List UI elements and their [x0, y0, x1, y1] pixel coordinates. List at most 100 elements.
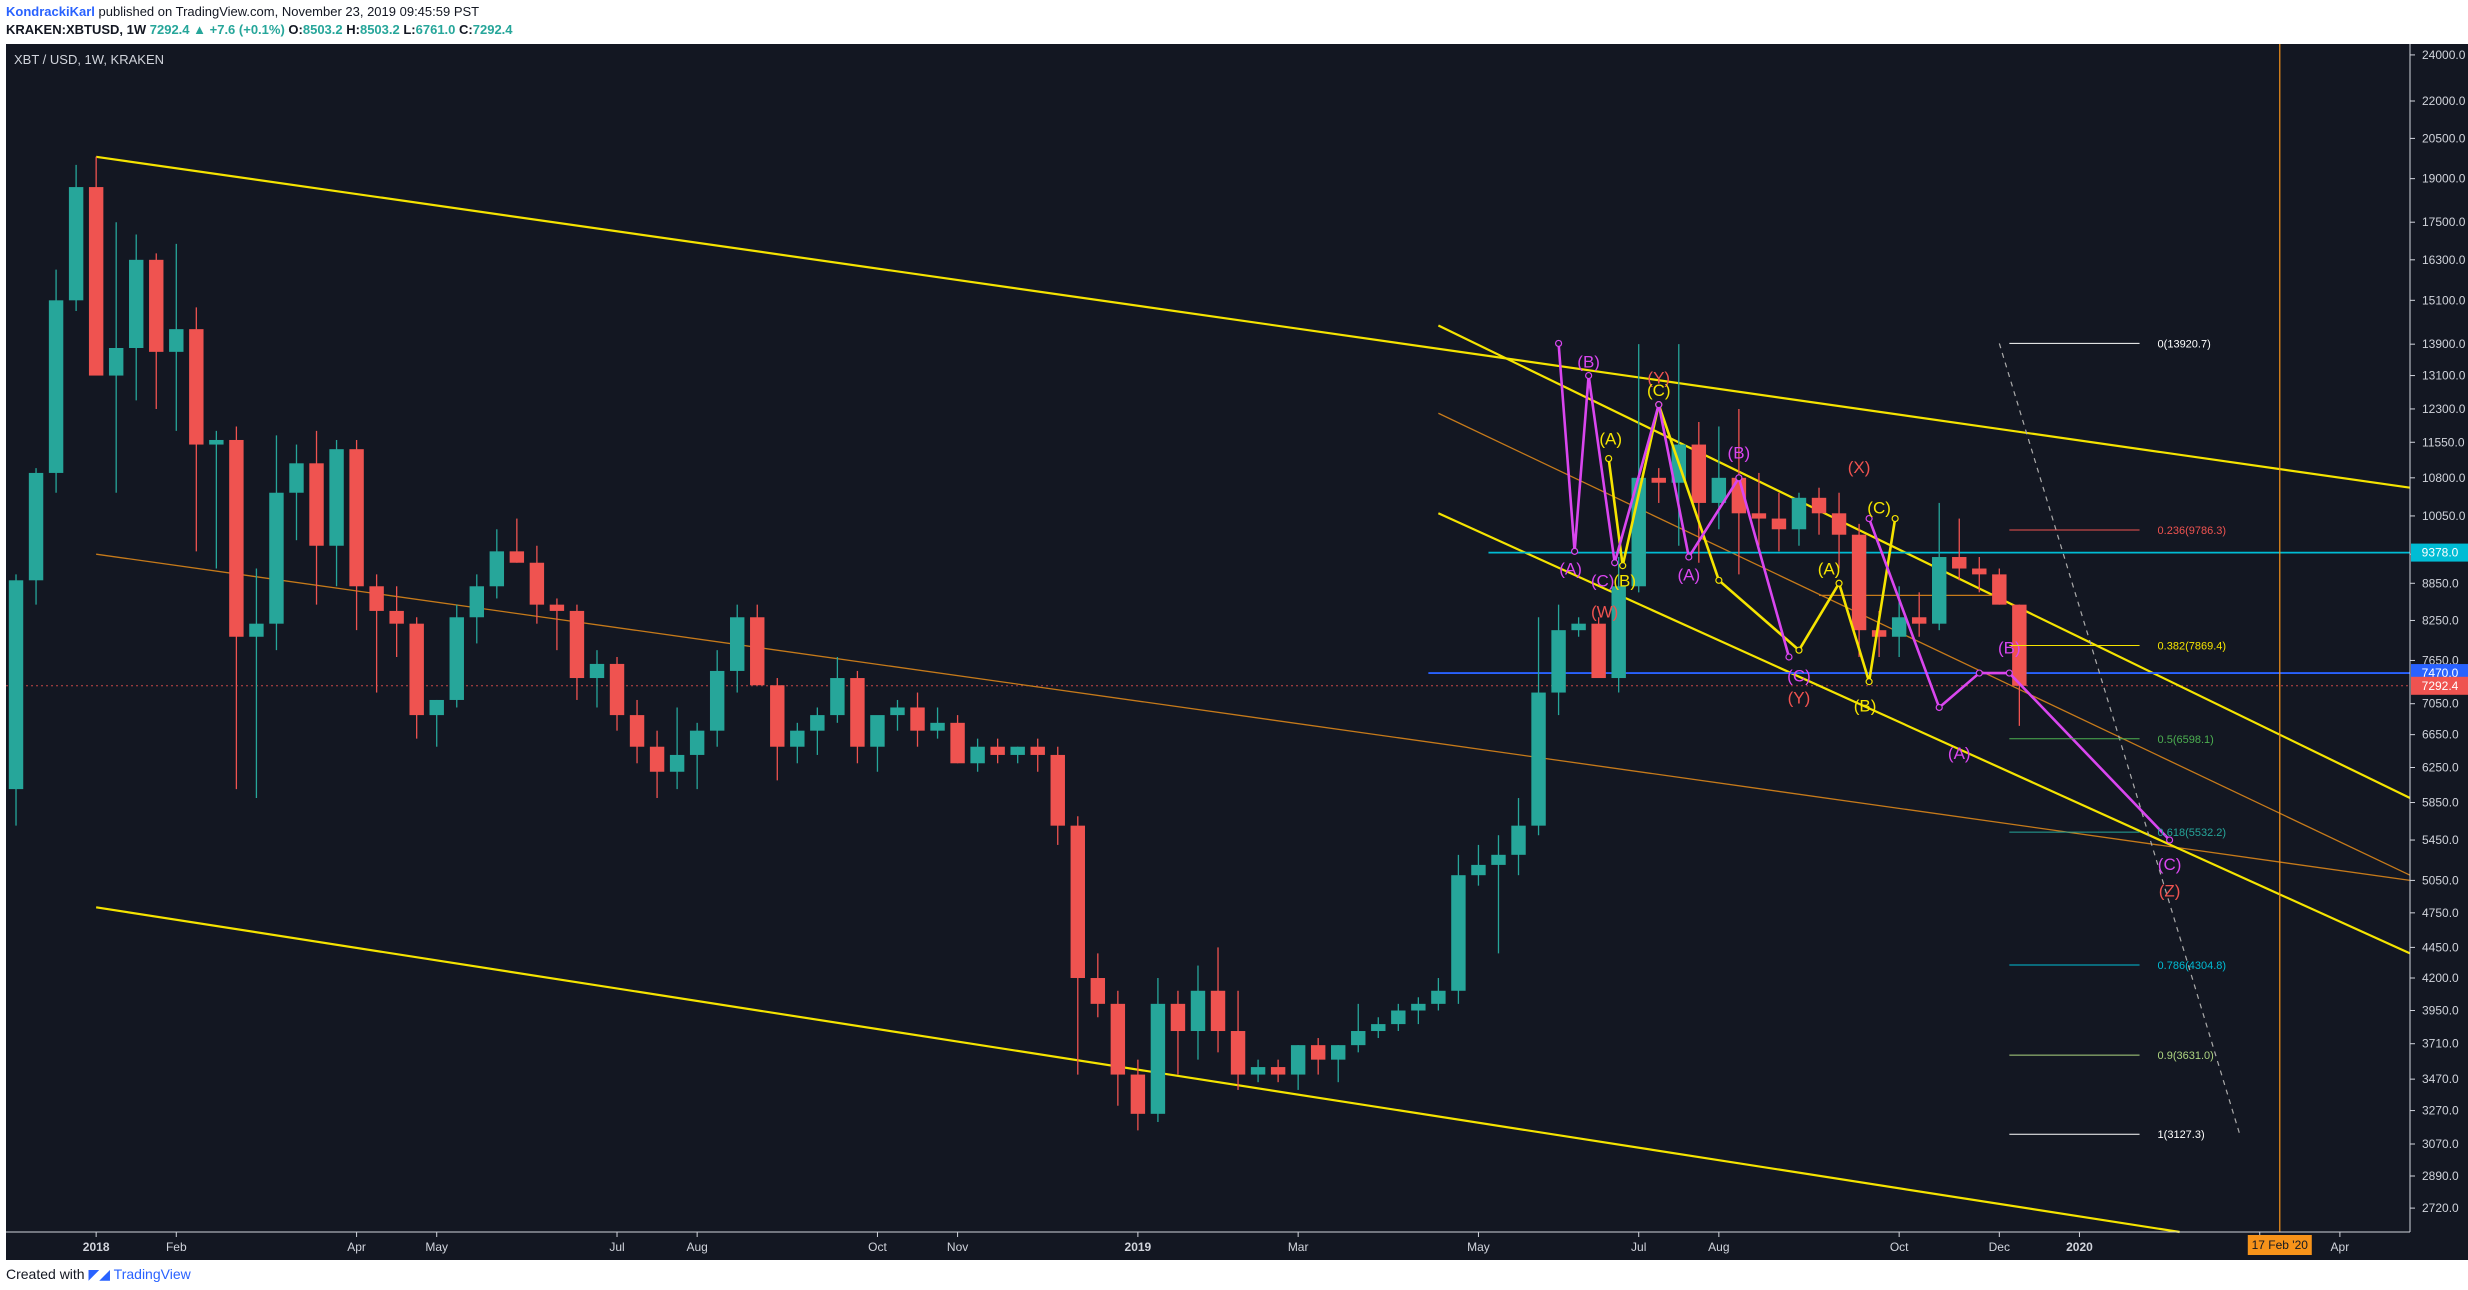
candle-body: [709, 670, 725, 731]
time-tick-label: Jul: [609, 1240, 624, 1254]
candle-body: [1411, 1003, 1426, 1011]
candle-body: [1090, 978, 1106, 1004]
wave-label: (C): [1867, 498, 1891, 517]
price-tick-label: 4450.0: [2422, 940, 2459, 954]
candle-body: [950, 722, 965, 764]
time-tick-label: 2018: [83, 1240, 110, 1254]
high-value: 8503.2: [359, 22, 400, 37]
candle-body: [1270, 1067, 1286, 1075]
price-tick-label: 5850.0: [2422, 796, 2459, 810]
candle-body: [1651, 477, 1666, 483]
candle-body: [1811, 497, 1827, 514]
wave-magenta-projection-point: [1865, 514, 1873, 523]
candle-body: [1190, 990, 1206, 1032]
price-tick-label: 8850.0: [2422, 576, 2459, 590]
price-tick-label: 5050.0: [2422, 873, 2459, 887]
date-marker-badge: [2247, 1235, 2312, 1255]
publish-info: KondrackiKarl published on TradingView.c…: [6, 4, 479, 19]
price-badge-label: 9378.0: [2422, 546, 2459, 560]
candle-body: [269, 492, 284, 624]
wave-magenta-point: [1655, 401, 1663, 409]
wave-magenta-projection-point: [1975, 669, 1983, 677]
candle-body: [790, 730, 805, 747]
last-price: 7292.4: [149, 22, 190, 37]
candle-body: [309, 463, 324, 546]
candle-body: [1551, 630, 1566, 693]
price-tick-label: 13900.0: [2422, 337, 2466, 351]
price-tick-label: 7050.0: [2422, 697, 2459, 711]
candle-body: [1150, 1003, 1166, 1114]
candle-body: [449, 617, 464, 700]
time-tick-label: Aug: [1708, 1240, 1729, 1254]
price-change: ▲ +7.6 (+0.1%): [193, 22, 285, 37]
price-tick-label: 3270.0: [2422, 1104, 2459, 1118]
wave-magenta-point: [1571, 547, 1579, 555]
price-tick-label: 19000.0: [2422, 172, 2466, 186]
candle-body: [1310, 1045, 1326, 1060]
low-label: L:: [403, 22, 416, 37]
candle-body: [349, 449, 364, 587]
tradingview-link[interactable]: TradingView: [113, 1266, 191, 1282]
open-value: 8503.2: [302, 22, 343, 37]
candle-body: [489, 551, 505, 587]
wave-label: (B): [1613, 571, 1636, 590]
candle-body: [229, 439, 244, 637]
outer-channel-top: [95, 155, 2411, 489]
ohlc-header: KRAKEN:XBTUSD, 1W 7292.4 ▲ +7.6 (+0.1%) …: [6, 22, 513, 37]
candle-body: [369, 586, 384, 611]
wave-magenta-point: [1554, 339, 1563, 348]
price-tick-label: 13100.0: [2422, 369, 2466, 383]
date-marker-label: 17 Feb '20: [2252, 1238, 2309, 1252]
candle-body: [289, 463, 304, 493]
wave-label: (C): [2158, 855, 2182, 874]
wave-label: (Y): [1788, 689, 1811, 708]
candle-body: [1130, 1074, 1146, 1114]
candle-body: [28, 472, 44, 581]
time-tick-label: 2019: [1125, 1240, 1152, 1254]
candle-body: [1831, 513, 1847, 535]
candle-body: [529, 562, 545, 605]
price-tick-label: 10050.0: [2422, 509, 2466, 523]
price-badge-label: 7292.4: [2422, 679, 2459, 693]
wave-label: (B): [1854, 696, 1877, 715]
wave-label: (A): [1559, 559, 1582, 578]
wave-yellow-point: [1619, 562, 1627, 570]
candle-body: [1691, 444, 1707, 503]
wave-label: (A): [1677, 565, 1700, 584]
candle-body: [189, 329, 204, 445]
footer: Created with ◤◢ TradingView: [6, 1266, 191, 1283]
candle-body: [669, 754, 685, 772]
price-tick-label: 4750.0: [2422, 906, 2459, 920]
time-tick-label: 2020: [2066, 1240, 2093, 1254]
candle-body: [1391, 1010, 1406, 1025]
symbol-label: KRAKEN:XBTUSD, 1W: [6, 22, 147, 37]
candle-body: [1952, 557, 1967, 569]
wave-label: (B): [1577, 353, 1600, 372]
price-tick-label: 2890.0: [2422, 1169, 2459, 1183]
open-label: O:: [288, 22, 303, 37]
wave-magenta-projection-point: [2005, 669, 2013, 677]
price-tick-label: 3470.0: [2422, 1072, 2459, 1086]
price-chart[interactable]: (B)(Y)(C)(A)(A)(C)(B)(W)(B)(A)(X)(C)(A)(…: [0, 42, 2468, 1260]
candle-body: [409, 623, 424, 716]
candle-body: [1891, 617, 1907, 637]
price-tick-label: 3710.0: [2422, 1037, 2459, 1051]
time-tick-label: Jul: [1631, 1240, 1646, 1254]
candle-body: [1571, 623, 1586, 631]
wave-label: (C): [1787, 667, 1811, 686]
candle-body: [549, 604, 565, 611]
wave-label: (W): [1591, 602, 1618, 621]
candle-body: [329, 449, 344, 546]
candle-body: [850, 678, 865, 747]
candle-body: [1591, 623, 1606, 679]
time-tick-label: Feb: [166, 1240, 187, 1254]
author-link[interactable]: KondrackiKarl: [6, 4, 95, 19]
time-tick-label: Nov: [947, 1240, 968, 1254]
candle-body: [750, 617, 765, 686]
price-tick-label: 2720.0: [2422, 1201, 2459, 1215]
wave-label: (B): [1998, 639, 2021, 658]
close-value: 7292.4: [472, 22, 513, 37]
candle-body: [730, 617, 745, 671]
time-tick-label: Apr: [347, 1240, 366, 1254]
candle-body: [129, 259, 144, 348]
